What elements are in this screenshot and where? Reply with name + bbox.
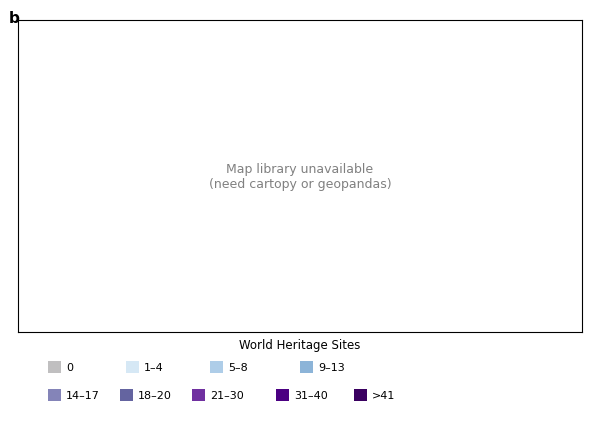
Text: 31–40: 31–40 <box>294 390 328 400</box>
Text: Map library unavailable
(need cartopy or geopandas): Map library unavailable (need cartopy or… <box>209 163 391 191</box>
Text: 0: 0 <box>66 362 73 372</box>
Text: World Heritage Sites: World Heritage Sites <box>239 339 361 351</box>
Text: 14–17: 14–17 <box>66 390 100 400</box>
Text: b: b <box>9 11 20 26</box>
Text: 1–4: 1–4 <box>144 362 164 372</box>
Text: 5–8: 5–8 <box>228 362 248 372</box>
Text: 21–30: 21–30 <box>210 390 244 400</box>
Text: 18–20: 18–20 <box>138 390 172 400</box>
Text: 9–13: 9–13 <box>318 362 345 372</box>
Text: >41: >41 <box>372 390 395 400</box>
